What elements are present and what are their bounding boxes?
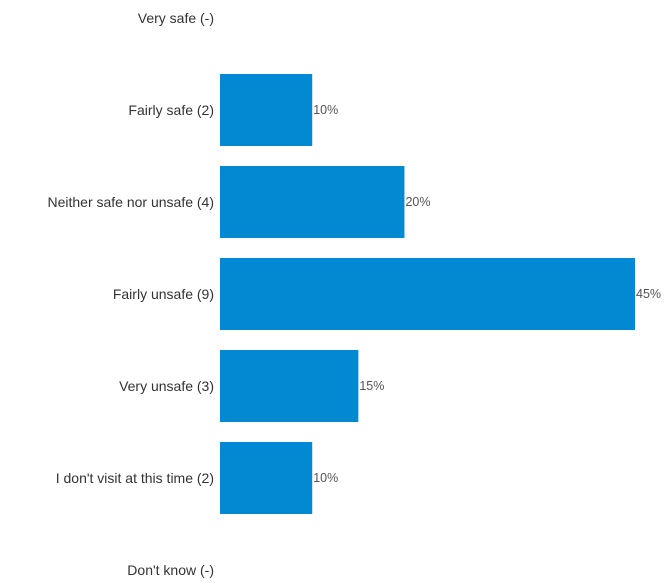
- bar: [220, 258, 635, 330]
- category-label: Fairly unsafe (9): [113, 286, 214, 302]
- value-label: 45%: [636, 287, 661, 301]
- value-label: 20%: [405, 195, 430, 209]
- category-label: Neither safe nor unsafe (4): [47, 194, 214, 210]
- value-labels-group: 10% 20% 45% 15% 10%: [313, 103, 661, 485]
- category-label: I don't visit at this time (2): [56, 470, 214, 486]
- category-label: Very safe (-): [138, 10, 214, 26]
- value-label: 10%: [313, 103, 338, 117]
- category-label: Don't know (-): [127, 562, 214, 578]
- bars-group: [220, 74, 635, 514]
- value-label: 10%: [313, 471, 338, 485]
- category-label: Fairly safe (2): [128, 102, 214, 118]
- category-label: Very unsafe (3): [119, 378, 214, 394]
- bar: [220, 74, 313, 146]
- bar: [220, 350, 359, 422]
- category-labels-group: Very safe (-) Fairly safe (2) Neither safe…: [47, 10, 214, 578]
- value-label: 15%: [359, 379, 384, 393]
- bar: [220, 166, 405, 238]
- bar: [220, 442, 313, 514]
